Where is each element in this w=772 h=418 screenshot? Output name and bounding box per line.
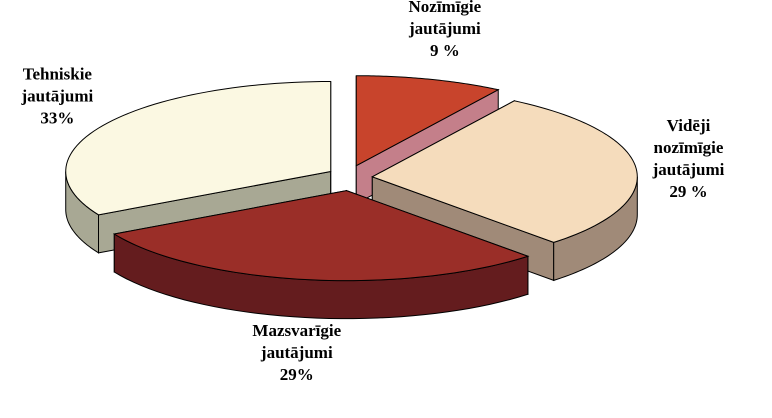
category-label-line: Nozīmīgie — [409, 0, 482, 16]
category-label-line: jautājumi — [260, 343, 333, 362]
category-label-line: jautājumi — [652, 160, 725, 179]
slice-top — [371, 100, 638, 243]
category-label-line: nozīmīgie — [654, 138, 724, 157]
value-label: 33% — [40, 109, 74, 128]
category-label-line: Mazsvarīgie — [252, 321, 341, 340]
category-label-line: jautājumi — [408, 19, 481, 38]
value-label: 29 % — [669, 182, 707, 201]
category-label: Nozīmīgie jautājumi — [408, 0, 482, 38]
category-label: Vidēji nozīmīgie jautājumi — [652, 116, 725, 179]
category-label-line: Vidēji — [667, 116, 711, 135]
slice — [112, 189, 530, 320]
category-label: Tehniskie jautājumi — [20, 65, 93, 106]
category-label: Mazsvarīgie jautājumi — [252, 321, 341, 362]
slice-top — [355, 75, 500, 167]
value-label: 9 % — [430, 41, 460, 60]
value-label: 29% — [280, 365, 314, 384]
slice-top — [112, 190, 530, 282]
category-label-line: jautājumi — [20, 87, 93, 106]
category-label-line: Tehniskie — [23, 65, 93, 84]
slice-top — [65, 80, 332, 216]
